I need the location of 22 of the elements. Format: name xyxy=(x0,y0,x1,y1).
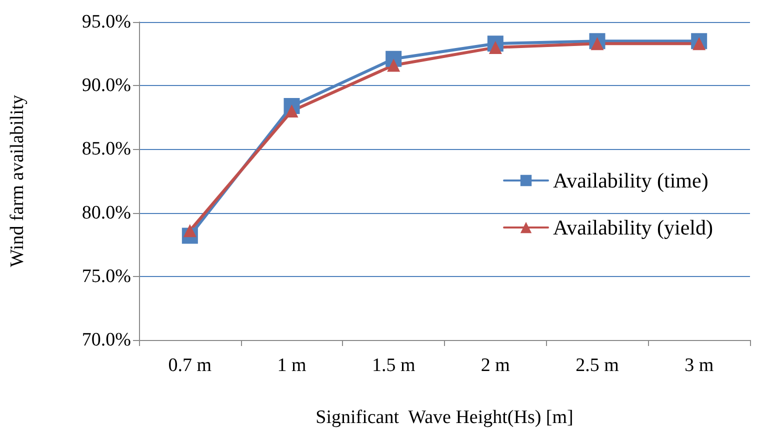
y-tick-label: 95.0% xyxy=(82,12,132,32)
x-axis-title: Significant Wave Height(Hs) [m] xyxy=(316,407,574,428)
x-tick-label: 1.5 m xyxy=(372,355,416,376)
y-tick-label: 90.0% xyxy=(82,75,132,96)
point xyxy=(387,58,400,72)
legend-label: Availability (time) xyxy=(553,168,708,192)
x-tick-label: 2.5 m xyxy=(576,355,620,376)
point xyxy=(590,37,604,50)
x-tick-label: 2 m xyxy=(480,355,510,376)
point xyxy=(692,37,706,50)
y-tick-label: 85.0% xyxy=(82,138,132,160)
y-tick-label: 75.0% xyxy=(82,266,132,287)
point xyxy=(183,224,196,238)
y-tick-label: 70.0% xyxy=(82,330,132,350)
legend-label: Availability (yield) xyxy=(553,216,714,240)
y-axis-title: Wind farm availability xyxy=(7,94,28,268)
x-tick-label: 0.7 m xyxy=(168,355,212,376)
point xyxy=(285,104,298,118)
point xyxy=(488,40,502,54)
x-tick-label: 3 m xyxy=(684,355,714,376)
y-tick-label: 80.0% xyxy=(82,202,132,224)
x-tick-label: 1 m xyxy=(277,355,306,376)
